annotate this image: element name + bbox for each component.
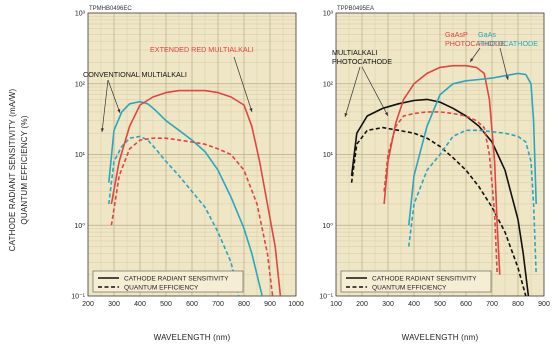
y-tick-label: 10² (75, 81, 86, 88)
x-tick-label: 800 (238, 301, 250, 308)
x-tick-label: 600 (460, 301, 472, 308)
y-tick-label: 10⁻¹ (71, 294, 85, 301)
plot-frame (87, 12, 297, 297)
x-tick-label: 500 (434, 301, 446, 308)
x-axis-title: WAVELENGTH (nm) (402, 333, 479, 342)
x-tick-label: 300 (108, 301, 120, 308)
x-tick-label: 900 (538, 301, 550, 308)
x-tick-label: 800 (512, 301, 524, 308)
y-tick-label: 10³ (323, 11, 334, 18)
legend-label-solid: CATHODE RADIANT SENSITIVITY (124, 276, 229, 283)
figure-code: TPMHB0496EC (89, 6, 132, 12)
series-line-gaas-solid (408, 72, 537, 226)
arrowhead (344, 113, 348, 117)
annotation-label-line2: PHOTOCATHODE (445, 39, 505, 48)
x-tick-label: 700 (486, 301, 498, 308)
annotation-arrow (101, 79, 109, 133)
y-tick-label: 10⁻¹ (319, 294, 333, 301)
figure-code: TPPB0495EA (337, 6, 374, 12)
annotation-label-line2: PHOTOCATHODE (478, 39, 538, 48)
series-line-extended-red-dashed (110, 137, 274, 297)
arrowhead (384, 112, 388, 116)
arrowhead (117, 109, 121, 113)
annotation-label: MULTIALKALI PHOTOCATHODE (332, 48, 392, 66)
annotation-label: CONVENTIONAL MULTIALKALI (83, 70, 187, 79)
x-tick-label: 1000 (288, 301, 304, 308)
y-tick-label: 10⁰ (74, 222, 85, 230)
x-tick-label: 300 (382, 301, 394, 308)
y-tick-label: 10⁰ (322, 222, 333, 230)
y-tick-label: 10³ (75, 11, 86, 18)
y-tick-label: 10¹ (323, 152, 334, 159)
arrowhead (100, 128, 104, 132)
annotation-arrow (344, 66, 361, 118)
arrowhead (505, 76, 509, 80)
x-tick-label: 200 (356, 301, 368, 308)
annotation-arrow (499, 47, 509, 81)
legend-label-solid: CATHODE RADIANT SENSITIVITY (372, 276, 477, 283)
y-axis-title-line1: CATHODE RADIANT SENSITIVITY (mA/W) (8, 88, 17, 251)
annotation-arrow (233, 56, 253, 113)
annotation-label: EXTENDED RED MULTIALKALI (150, 45, 254, 54)
x-tick-label: 400 (408, 301, 420, 308)
series-line-gaasp-dashed (383, 111, 498, 275)
legend-box (340, 270, 492, 293)
x-axis-title: WAVELENGTH (nm) (154, 333, 231, 342)
annotation-label-line2: PHOTOCATHODE (332, 57, 392, 66)
series-line-conventional-solid (108, 100, 263, 297)
x-tick-label: 700 (212, 301, 224, 308)
arrowhead (470, 58, 474, 62)
series-line-conventional-dashed (108, 135, 240, 297)
series-line-gaasp-solid (383, 64, 501, 275)
x-tick-label: 400 (134, 301, 146, 308)
y-axis-title-line2: QUANTUM EFFICIENCY (%) (20, 115, 29, 224)
x-tick-label: 100 (330, 301, 342, 308)
series-line-multialkali-dashed (350, 126, 527, 297)
legend-label-dashed: QUANTUM EFFICIENCY (124, 285, 199, 292)
y-tick-label: 10¹ (75, 152, 86, 159)
arrowhead (249, 108, 253, 112)
legend-label-dashed: QUANTUM EFFICIENCY (372, 285, 447, 292)
x-tick-label: 500 (160, 301, 172, 308)
series-line-gaas-dashed (408, 129, 537, 275)
x-tick-label: 600 (186, 301, 198, 308)
legend-box (92, 270, 244, 293)
plot-frame (335, 12, 545, 297)
x-tick-label: 900 (264, 301, 276, 308)
series-line-extended-red-solid (110, 89, 282, 297)
annotation-arrow (361, 66, 389, 117)
annotation-arrow (107, 79, 121, 114)
y-tick-label: 10² (323, 81, 334, 88)
x-tick-label: 200 (82, 301, 94, 308)
series-line-multialkali-solid (350, 98, 530, 297)
